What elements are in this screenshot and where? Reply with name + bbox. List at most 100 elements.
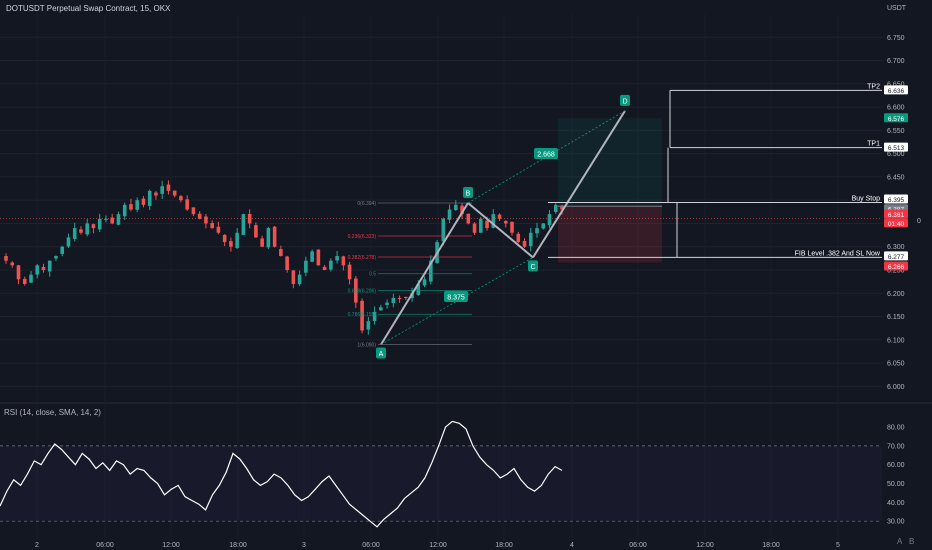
candle-body[interactable]: [497, 214, 502, 219]
abcd-pattern[interactable]: A B C D 2.668 8.375: [376, 94, 630, 359]
candle-body[interactable]: [322, 266, 327, 270]
candle-body[interactable]: [441, 218, 446, 242]
candle-body[interactable]: [341, 256, 346, 266]
bottom-right-labels[interactable]: A B: [897, 537, 914, 546]
candle-body[interactable]: [360, 300, 364, 331]
candle-body[interactable]: [304, 260, 308, 273]
candle-body[interactable]: [179, 196, 183, 201]
candle-body[interactable]: [122, 204, 127, 217]
candle-body[interactable]: [460, 205, 464, 215]
candle-body[interactable]: [397, 297, 402, 299]
pattern-leg[interactable]: [380, 202, 469, 345]
candle-body[interactable]: [372, 311, 377, 321]
candle-body[interactable]: [79, 229, 83, 233]
candle-body[interactable]: [503, 220, 508, 224]
candle-body[interactable]: [447, 209, 452, 220]
candle-body[interactable]: [466, 213, 471, 224]
bottom-right-b[interactable]: B: [909, 537, 915, 546]
bottom-right-a[interactable]: A: [897, 537, 903, 546]
candle-body[interactable]: [560, 205, 564, 210]
candle-body[interactable]: [54, 256, 58, 259]
pattern-leg[interactable]: [467, 202, 534, 259]
candle-body[interactable]: [29, 274, 33, 283]
pattern-ratio-badge[interactable]: [444, 291, 468, 302]
candle-body[interactable]: [235, 232, 239, 248]
candle-body[interactable]: [422, 279, 427, 286]
candle-body[interactable]: [60, 246, 65, 254]
candle-body[interactable]: [429, 260, 433, 282]
candle-body[interactable]: [104, 218, 108, 221]
candle-body[interactable]: [535, 228, 539, 234]
rsi-line[interactable]: [0, 420, 563, 528]
candle-body[interactable]: [229, 241, 233, 247]
candle-body[interactable]: [154, 192, 158, 196]
candle-body[interactable]: [404, 296, 408, 298]
candle-body[interactable]: [16, 265, 21, 280]
candle-body[interactable]: [172, 190, 177, 196]
candle-body[interactable]: [335, 256, 339, 261]
candle-body[interactable]: [472, 223, 477, 233]
candle-body[interactable]: [72, 228, 77, 239]
pattern-ratio-badge[interactable]: [534, 148, 558, 159]
candle-body[interactable]: [416, 283, 421, 295]
candle-body[interactable]: [547, 214, 552, 226]
candle-body[interactable]: [385, 302, 389, 306]
candle-body[interactable]: [110, 217, 115, 224]
candle-body[interactable]: [141, 198, 146, 205]
candle-body[interactable]: [97, 218, 102, 230]
candle-body[interactable]: [160, 186, 164, 194]
candle-body[interactable]: [528, 232, 533, 247]
candle-body[interactable]: [197, 213, 202, 219]
candle-body[interactable]: [35, 265, 40, 275]
candle-body[interactable]: [129, 204, 133, 210]
candle-body[interactable]: [116, 214, 121, 225]
pattern-point-badge[interactable]: [528, 260, 538, 272]
candle-body[interactable]: [553, 204, 558, 212]
candle-body[interactable]: [91, 224, 96, 229]
candle-body[interactable]: [485, 220, 489, 229]
candle-body[interactable]: [4, 256, 8, 261]
candle-body[interactable]: [191, 207, 196, 215]
candle-body[interactable]: [291, 270, 296, 284]
candle-body[interactable]: [85, 223, 90, 235]
pattern-leg[interactable]: [532, 110, 626, 258]
candle-body[interactable]: [66, 237, 71, 247]
candle-body[interactable]: [266, 228, 271, 248]
candle-body[interactable]: [491, 214, 496, 228]
candle-body[interactable]: [241, 214, 246, 235]
candle-body[interactable]: [347, 264, 352, 280]
candle-body[interactable]: [391, 297, 396, 304]
candle-body[interactable]: [510, 221, 514, 233]
pattern-point-badge[interactable]: [376, 347, 386, 359]
candle-body[interactable]: [210, 223, 214, 229]
candle-body[interactable]: [366, 321, 371, 330]
candle-body[interactable]: [260, 238, 264, 247]
candle-body[interactable]: [285, 256, 289, 270]
candle-body[interactable]: [541, 223, 546, 229]
candle-body[interactable]: [478, 218, 483, 233]
candle-body[interactable]: [216, 226, 221, 233]
candle-body[interactable]: [254, 225, 258, 238]
candle-body[interactable]: [204, 216, 208, 224]
candle-body[interactable]: [247, 213, 252, 224]
candle-body[interactable]: [272, 226, 277, 247]
candle-body[interactable]: [10, 262, 15, 266]
candle-body[interactable]: [166, 184, 171, 191]
candle-body[interactable]: [329, 260, 333, 270]
candle-body[interactable]: [185, 199, 189, 210]
candle-body[interactable]: [354, 278, 358, 303]
candle-body[interactable]: [135, 200, 139, 210]
candle-body[interactable]: [47, 260, 52, 272]
candle-body[interactable]: [522, 240, 527, 247]
pattern-point-badge[interactable]: [463, 186, 473, 198]
pattern-point-badge[interactable]: [620, 94, 630, 106]
candle-body[interactable]: [516, 233, 521, 243]
candle-body[interactable]: [222, 234, 227, 243]
candle-body[interactable]: [453, 204, 458, 210]
candle-body[interactable]: [310, 251, 314, 262]
candle-body[interactable]: [379, 307, 383, 311]
candle-body[interactable]: [147, 190, 152, 206]
candle-body[interactable]: [279, 249, 283, 257]
candle-body[interactable]: [41, 266, 46, 270]
